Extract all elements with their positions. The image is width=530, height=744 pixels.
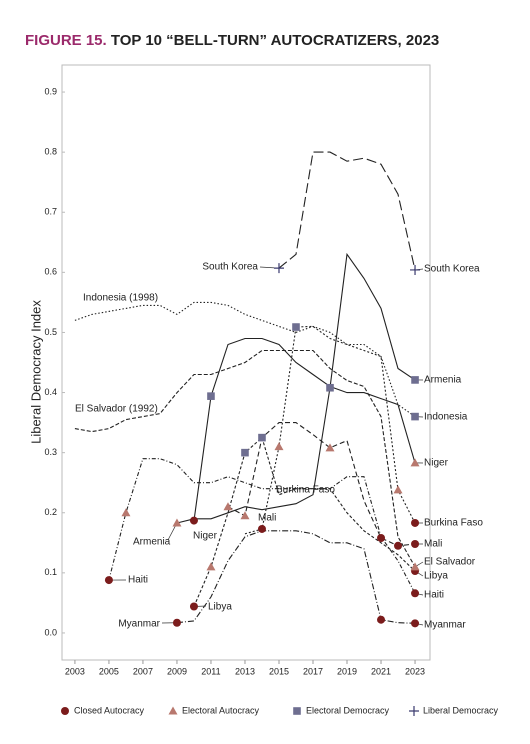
- x-tick-label: 2003: [65, 666, 85, 676]
- regime-marker: [411, 376, 419, 384]
- end-label: Libya: [424, 571, 448, 582]
- regime-marker: [394, 542, 402, 550]
- regime-marker: [411, 519, 419, 527]
- regime-marker: [411, 413, 419, 421]
- y-tick-label: 0.8: [44, 147, 57, 157]
- end-label: Armenia: [424, 375, 462, 386]
- x-tick-label: 2011: [201, 666, 220, 676]
- annotation: El Salvador (1992): [75, 404, 158, 415]
- y-axis-label: Liberal Democracy Index: [28, 300, 43, 444]
- start-label: Libya: [208, 602, 232, 613]
- annotation: Indonesia (1998): [83, 293, 158, 304]
- start-label: Armenia: [133, 537, 171, 548]
- y-tick-label: 0.7: [44, 207, 57, 217]
- end-label: Burkina Faso: [424, 518, 483, 529]
- start-label: Myanmar: [118, 619, 160, 630]
- regime-marker: [411, 540, 419, 548]
- y-tick-label: 0.1: [44, 567, 57, 577]
- legend-label: Electoral Democracy: [306, 705, 390, 715]
- y-tick-label: 0.2: [44, 507, 57, 517]
- x-tick-label: 2023: [405, 666, 425, 676]
- end-label: Mali: [424, 539, 442, 550]
- regime-marker: [258, 434, 266, 442]
- end-label: Myanmar: [424, 620, 466, 631]
- x-tick-label: 2019: [337, 666, 357, 676]
- regime-marker: [377, 616, 385, 624]
- chart-title: FIGURE 15. TOP 10 “BELL-TURN” AUTOCRATIZ…: [25, 32, 439, 49]
- legend-swatch: [293, 707, 301, 715]
- regime-marker: [411, 589, 419, 597]
- start-label: Haiti: [128, 575, 148, 586]
- start-label: Mali: [258, 513, 276, 524]
- y-tick-label: 0.9: [44, 86, 57, 96]
- regime-marker: [292, 323, 300, 331]
- x-tick-label: 2007: [133, 666, 153, 676]
- start-label: Niger: [193, 531, 218, 542]
- regime-marker: [326, 384, 334, 392]
- x-tick-label: 2017: [303, 666, 323, 676]
- regime-marker: [190, 517, 198, 525]
- end-label: Haiti: [424, 590, 444, 601]
- y-tick-label: 0.6: [44, 267, 57, 277]
- legend-label: Electoral Autocracy: [182, 705, 260, 715]
- regime-marker: [173, 619, 181, 627]
- regime-marker: [377, 534, 385, 542]
- x-tick-label: 2015: [269, 666, 289, 676]
- end-label: Niger: [424, 458, 449, 469]
- end-label: El Salvador: [424, 557, 476, 568]
- start-label: South Korea: [202, 262, 258, 273]
- x-tick-label: 2005: [99, 666, 119, 676]
- regime-marker: [411, 619, 419, 627]
- regime-marker: [190, 603, 198, 611]
- end-label: Indonesia: [424, 412, 468, 423]
- y-tick-label: 0.0: [44, 627, 57, 637]
- end-label: South Korea: [424, 264, 480, 275]
- regime-marker: [258, 525, 266, 533]
- x-tick-label: 2009: [167, 666, 187, 676]
- y-tick-label: 0.4: [44, 387, 57, 397]
- y-tick-label: 0.3: [44, 447, 57, 457]
- title-text: TOP 10 “BELL-TURN” AUTOCRATIZERS, 2023: [111, 32, 439, 49]
- x-tick-label: 2013: [235, 666, 255, 676]
- legend-swatch: [61, 707, 69, 715]
- legend-label: Closed Autocracy: [74, 705, 145, 715]
- y-tick-label: 0.5: [44, 327, 57, 337]
- regime-marker: [207, 392, 215, 400]
- legend-label: Liberal Democracy: [423, 705, 499, 715]
- x-tick-label: 2021: [371, 666, 391, 676]
- regime-marker: [105, 576, 113, 584]
- regime-marker: [241, 449, 249, 457]
- figure-label: FIGURE 15.: [25, 32, 107, 49]
- start-label: Burkina Faso: [276, 485, 335, 496]
